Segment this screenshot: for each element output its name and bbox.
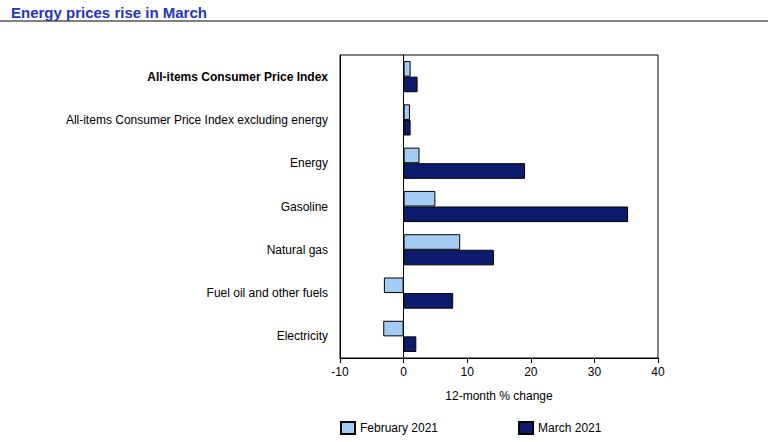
svg-text:20: 20	[524, 365, 538, 379]
svg-text:Energy prices rise in March: Energy prices rise in March	[11, 4, 207, 21]
svg-text:40: 40	[651, 365, 665, 379]
svg-text:Gasoline: Gasoline	[281, 200, 329, 214]
svg-text:March 2021: March 2021	[538, 421, 602, 435]
svg-text:Natural gas: Natural gas	[267, 243, 328, 257]
svg-text:Electricity: Electricity	[277, 329, 328, 343]
svg-text:Energy: Energy	[290, 156, 328, 170]
svg-text:30: 30	[588, 365, 602, 379]
svg-text:All-items Consumer Price Index: All-items Consumer Price Index	[147, 70, 328, 84]
svg-text:Fuel oil and other fuels: Fuel oil and other fuels	[207, 286, 328, 300]
svg-text:0: 0	[400, 365, 407, 379]
svg-text:12-month % change: 12-month % change	[445, 389, 553, 403]
svg-text:-10: -10	[331, 365, 349, 379]
svg-text:All-items Consumer Price Index: All-items Consumer Price Index excluding…	[66, 113, 328, 127]
svg-text:10: 10	[461, 365, 475, 379]
svg-text:February 2021: February 2021	[360, 421, 438, 435]
